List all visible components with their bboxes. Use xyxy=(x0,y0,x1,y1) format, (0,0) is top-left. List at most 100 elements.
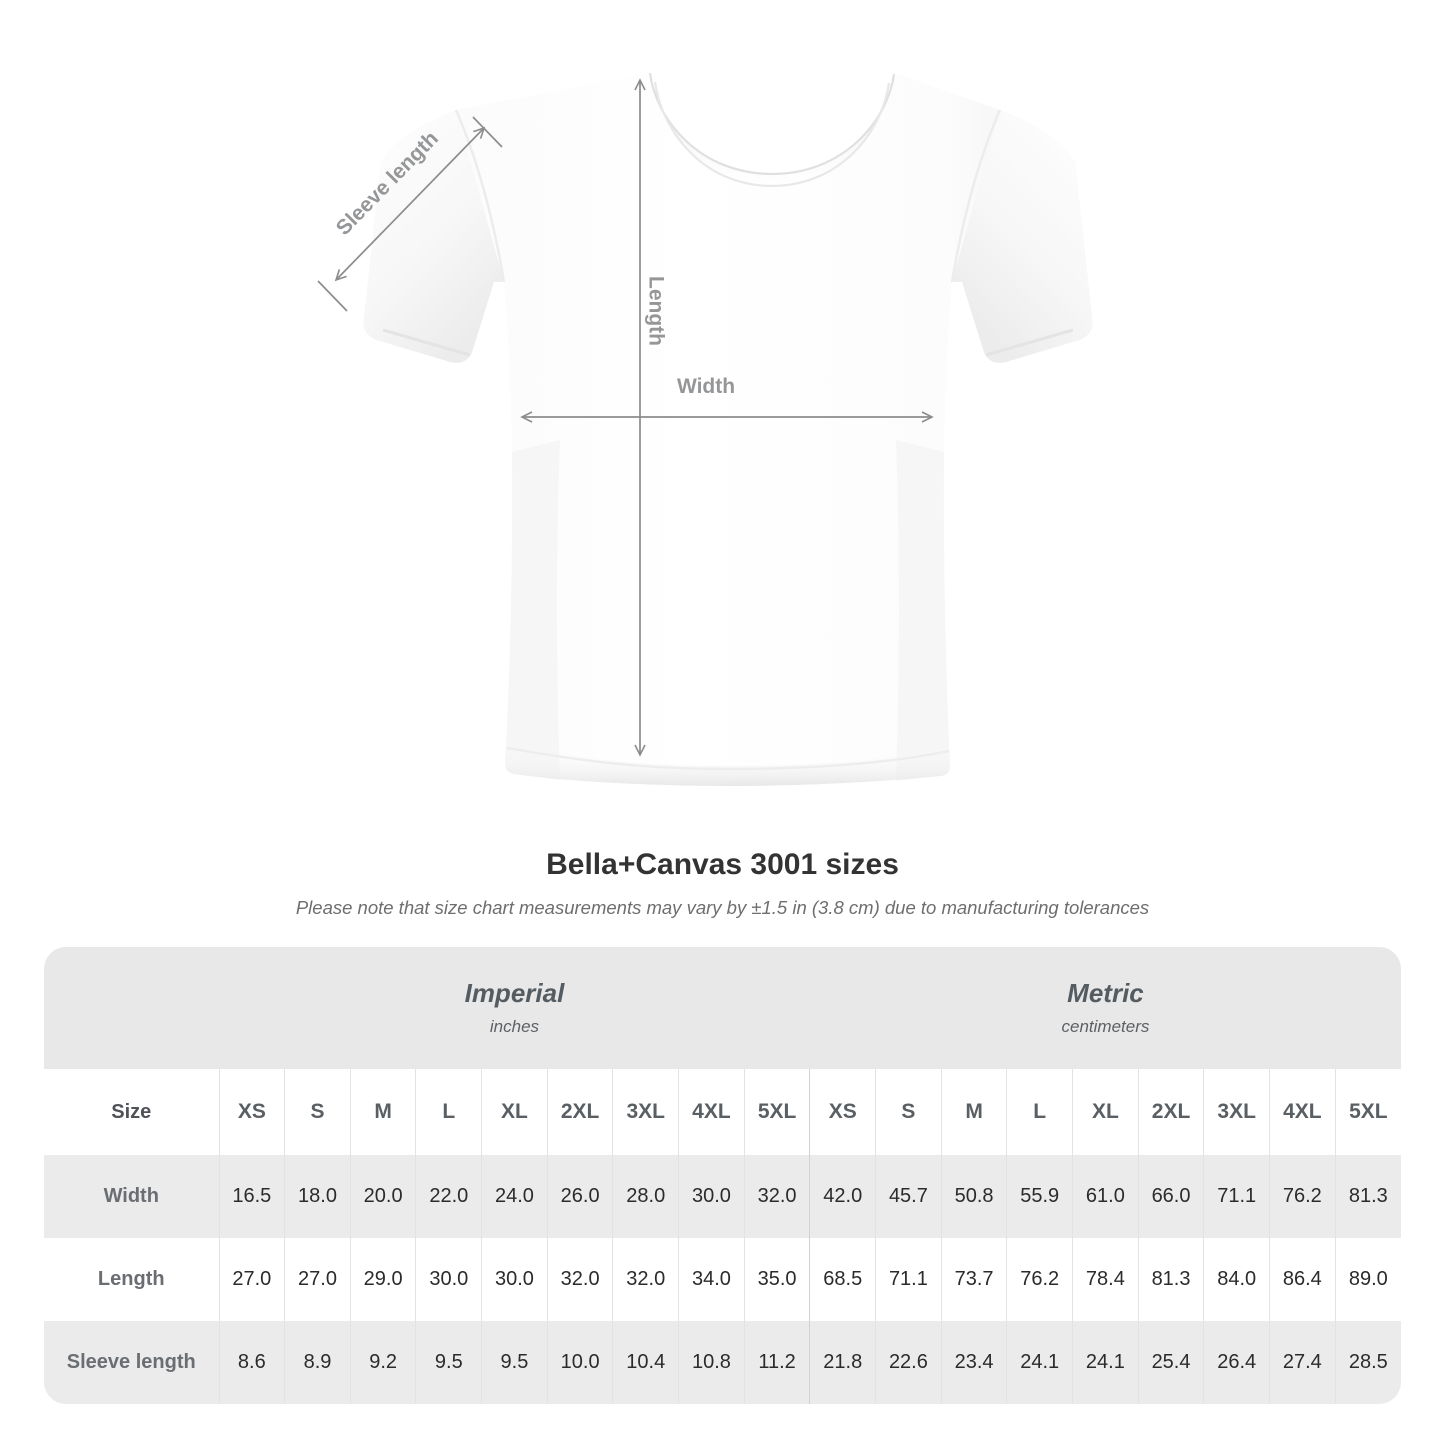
table-cell: 30.0 xyxy=(481,1238,548,1321)
size-header-cell: 2XL xyxy=(1137,1069,1204,1155)
table-cell: 27.0 xyxy=(284,1238,351,1321)
size-header-cell: L xyxy=(415,1069,482,1155)
bottom-hem xyxy=(505,745,950,786)
collar-outer xyxy=(650,63,894,174)
table-cell: 68.5 xyxy=(809,1238,876,1321)
size-header-cell: M xyxy=(940,1069,1007,1155)
table-cell: 28.0 xyxy=(612,1155,679,1238)
table-cell: 24.0 xyxy=(481,1155,548,1238)
size-header-cell: XL xyxy=(481,1069,548,1155)
table-cell: 10.4 xyxy=(612,1321,679,1404)
left-sleeve-cuff xyxy=(382,328,471,357)
table-cell: 76.2 xyxy=(1006,1238,1073,1321)
table-cell: 26.0 xyxy=(546,1155,613,1238)
size-header-cell: 5XL xyxy=(743,1069,810,1155)
size-header-cell: L xyxy=(1006,1069,1073,1155)
table-cell: 8.9 xyxy=(284,1321,351,1404)
table-cell: 25.4 xyxy=(1137,1321,1204,1404)
table-cell: 81.3 xyxy=(1137,1238,1204,1321)
size-header-cell: 2XL xyxy=(546,1069,613,1155)
collar-inner-edge xyxy=(653,81,891,188)
table-cell: 32.0 xyxy=(546,1238,613,1321)
table-cell: 42.0 xyxy=(809,1155,876,1238)
table-cell: 66.0 xyxy=(1137,1155,1204,1238)
table-cell: 30.0 xyxy=(678,1155,745,1238)
size-chart-table: Imperial inches Metric centimeters Size XS S M L… xyxy=(44,947,1401,1404)
unit-subtitle: inches xyxy=(489,1016,540,1036)
size-header-cell: 3XL xyxy=(612,1069,679,1155)
table-cell: 45.7 xyxy=(875,1155,942,1238)
tshirt-diagram: Length Width Sleeve length xyxy=(317,63,1093,786)
row-label-width: Width xyxy=(44,1155,219,1238)
row-label-length: Length xyxy=(44,1238,219,1321)
table-cell: 73.7 xyxy=(940,1238,1007,1321)
right-sleeve-cuff xyxy=(985,328,1074,357)
size-header-cell: 3XL xyxy=(1203,1069,1270,1155)
size-header-cell: XS xyxy=(218,1069,285,1155)
left-body-shade xyxy=(505,440,560,780)
table-cell: 18.0 xyxy=(284,1155,351,1238)
table-cell: 32.0 xyxy=(743,1155,810,1238)
table-cell: 24.1 xyxy=(1072,1321,1139,1404)
table-cell: 9.5 xyxy=(481,1321,548,1404)
size-header-cell: 5XL xyxy=(1334,1069,1401,1155)
table-cell: 11.2 xyxy=(743,1321,810,1404)
table-cell: 50.8 xyxy=(940,1155,1007,1238)
table-cell: 61.0 xyxy=(1072,1155,1139,1238)
table-cell: 55.9 xyxy=(1006,1155,1073,1238)
table-cell: 89.0 xyxy=(1334,1238,1401,1321)
size-header-cell: XL xyxy=(1072,1069,1139,1155)
table-cell: 16.5 xyxy=(218,1155,285,1238)
tshirt-illustration: Length Width Sleeve length xyxy=(317,63,1093,786)
table-cell: 71.1 xyxy=(1203,1155,1270,1238)
unit-subtitle: centimeters xyxy=(1061,1016,1150,1036)
page-title: Bella+Canvas 3001 sizes xyxy=(546,848,899,881)
unit-name: Metric xyxy=(1067,978,1144,1009)
table-cell: 23.4 xyxy=(940,1321,1007,1404)
table-cell: 8.6 xyxy=(218,1321,285,1404)
width-label: Width xyxy=(677,375,735,398)
size-header-row: Size XS S M L XL 2XL 3XL 4XL 5XL XS S M L XL 2XL 3XL 4XL 5… xyxy=(44,1069,1401,1155)
table-cell: 10.0 xyxy=(546,1321,613,1404)
table-cell: 34.0 xyxy=(678,1238,745,1321)
table-cell: 24.1 xyxy=(1006,1321,1073,1404)
unit-header-metric: Metric centimeters xyxy=(809,947,1401,1069)
table-cell: 29.0 xyxy=(349,1238,416,1321)
sleeve-arrow xyxy=(334,126,486,282)
table-cell: 28.5 xyxy=(1334,1321,1401,1404)
unit-name: Imperial xyxy=(464,978,565,1009)
unit-row-spacer xyxy=(44,947,219,1069)
table-cell: 78.4 xyxy=(1072,1238,1139,1321)
table-cell: 30.0 xyxy=(415,1238,482,1321)
unit-header-imperial: Imperial inches xyxy=(219,947,810,1069)
length-label: Length xyxy=(645,276,668,346)
tolerance-note: Please note that size chart measurements… xyxy=(295,897,1150,918)
shirt-body-group xyxy=(363,63,1093,786)
sleeve-tick-start xyxy=(317,280,348,312)
table-cell: 27.0 xyxy=(218,1238,285,1321)
size-chart-table-wrapper: Imperial inches Metric centimeters Size XS S M L… xyxy=(44,947,1401,1404)
table-cell: 9.2 xyxy=(349,1321,416,1404)
table-cell: 76.2 xyxy=(1269,1155,1336,1238)
size-header-cell: 4XL xyxy=(1269,1069,1336,1155)
sleeve-tick-end xyxy=(472,116,503,148)
size-header-cell: 4XL xyxy=(678,1069,745,1155)
right-shoulder-seam xyxy=(950,109,1002,283)
unit-header-row: Imperial inches Metric centimeters xyxy=(44,947,1401,1069)
right-body-shade xyxy=(896,440,950,781)
table-cell: 10.8 xyxy=(678,1321,745,1404)
table-cell: 21.8 xyxy=(809,1321,876,1404)
table-cell: 35.0 xyxy=(743,1238,810,1321)
size-header-cell: XS xyxy=(809,1069,876,1155)
size-column-header: Size xyxy=(44,1069,219,1155)
size-header-cell: M xyxy=(349,1069,416,1155)
table-row: Length 27.0 27.0 29.0 30.0 30.0 32.0 32.0 34.0 35… xyxy=(44,1238,1401,1321)
size-header-cell: S xyxy=(875,1069,942,1155)
table-cell: 27.4 xyxy=(1269,1321,1336,1404)
right-sleeve-shade xyxy=(952,110,1093,363)
table-row: Width 16.5 18.0 20.0 22.0 24.0 26.0 28.0 30.0 32.… xyxy=(44,1155,1401,1238)
table-cell: 86.4 xyxy=(1269,1238,1336,1321)
row-label-sleeve-length: Sleeve length xyxy=(44,1321,219,1404)
table-cell: 20.0 xyxy=(349,1155,416,1238)
table-cell: 32.0 xyxy=(612,1238,679,1321)
